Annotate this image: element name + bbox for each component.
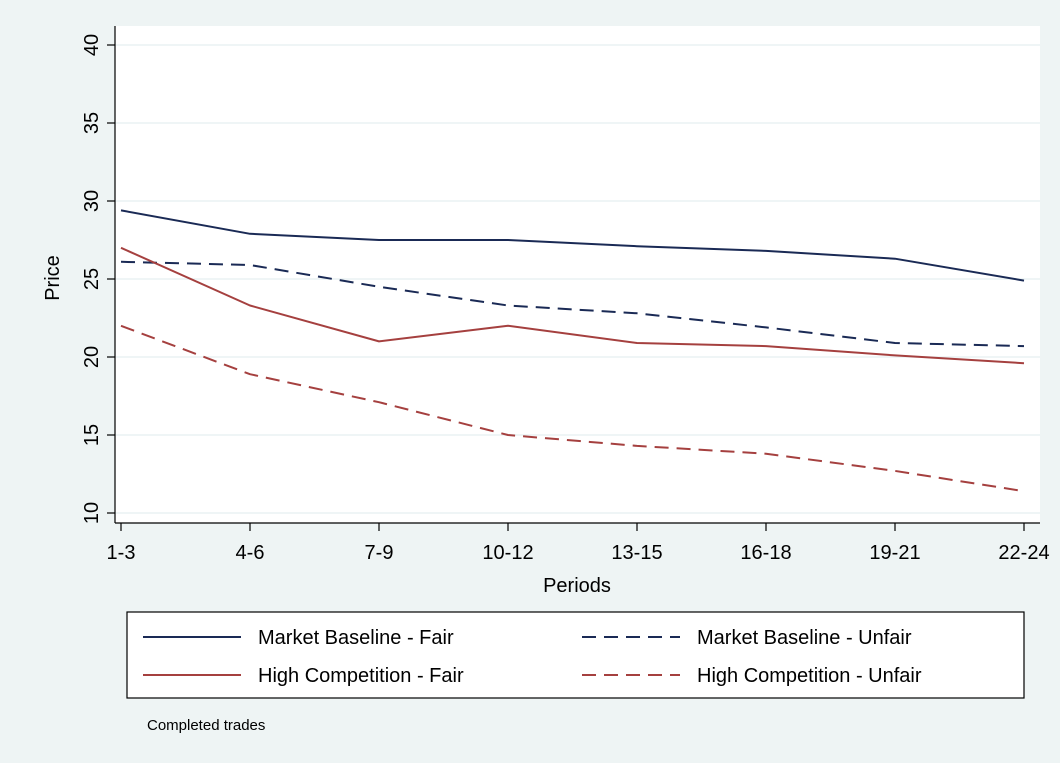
series-line-1 [120,209,1025,282]
series-line-3 [120,246,1025,365]
legend-label: High Competition - Unfair [697,665,922,687]
x-tick-label: 10-12 [482,542,533,564]
y-tick-label: 35 [81,112,103,134]
series-lines [120,209,1025,493]
y-tick-label: 30 [81,190,103,212]
legend-label: High Competition - Fair [258,665,464,687]
x-tick-label: 13-15 [611,542,662,564]
plot-area [115,26,1040,523]
x-tick-label: 16-18 [740,542,791,564]
chart-note: Completed trades [147,717,265,734]
y-tick-label: 10 [81,502,103,524]
legend: Market Baseline - Fair Market Baseline - … [126,611,1025,699]
x-axis-label: Periods [543,575,611,597]
y-ticks: 10 15 20 25 30 35 40 [81,34,115,524]
y-tick-label: 15 [81,424,103,446]
y-tick-label: 20 [81,346,103,368]
x-tick-label: 22-24 [998,542,1049,564]
legend-label: Market Baseline - Unfair [697,627,912,649]
series-line-4 [120,324,1025,493]
legend-label: Market Baseline - Fair [258,627,454,649]
x-tick-label: 4-6 [236,542,265,564]
x-ticks: 1-3 4-6 7-9 10-12 13-15 16-18 19-21 22-24 [107,523,1050,564]
y-axis-label: Price [42,255,64,301]
y-tick-label: 40 [81,34,103,56]
x-tick-label: 19-21 [869,542,920,564]
legend-box [126,611,1025,699]
grid-lines [115,44,1040,514]
series-line-2 [120,260,1025,348]
x-tick-label: 1-3 [107,542,136,564]
x-tick-label: 7-9 [365,542,394,564]
y-tick-label: 25 [81,268,103,290]
axes [114,26,1040,524]
